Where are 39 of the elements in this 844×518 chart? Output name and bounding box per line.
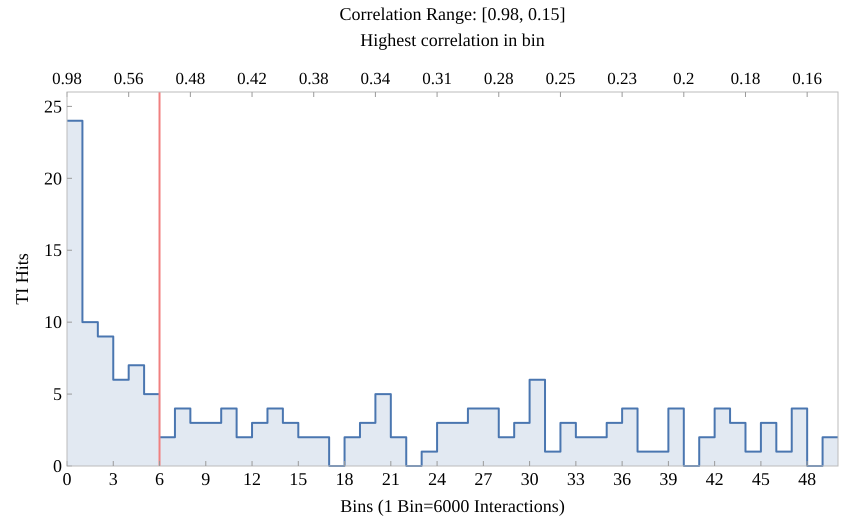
annotation: 0.23 xyxy=(607,69,637,88)
x-tick-label: 48 xyxy=(798,469,816,489)
annotation: 0.2 xyxy=(673,69,694,88)
annotation: 0.34 xyxy=(360,69,391,88)
annotation: 0.18 xyxy=(730,69,760,88)
annotation: 0.31 xyxy=(422,69,452,88)
x-tick-label: 12 xyxy=(243,469,262,489)
x-tick-label: 39 xyxy=(659,469,678,489)
x-tick-label: 9 xyxy=(201,469,210,489)
x-tick-label: 42 xyxy=(706,469,724,489)
x-tick-label: 15 xyxy=(289,469,308,489)
annotation: 0.28 xyxy=(484,69,514,88)
x-tick-label: 45 xyxy=(752,469,770,489)
x-tick-label: 27 xyxy=(474,469,492,489)
annotation: 0.38 xyxy=(298,69,329,88)
y-axis-title: TI Hits xyxy=(12,253,32,305)
annotation: 0.56 xyxy=(114,69,144,88)
annotation: 0.48 xyxy=(175,69,206,88)
x2-axis-title: Highest correlation in bin xyxy=(360,30,545,50)
y-tick-label: 0 xyxy=(53,456,62,476)
x-tick-label: 24 xyxy=(428,469,446,489)
x-tick-label: 30 xyxy=(520,469,539,489)
y-tick-label: 20 xyxy=(44,168,62,188)
annotation: 0.25 xyxy=(546,69,576,88)
annotation: 0.42 xyxy=(237,69,267,88)
x-tick-label: 18 xyxy=(336,469,354,489)
annotation: 0.16 xyxy=(792,69,822,88)
x-tick-label: 33 xyxy=(566,469,585,489)
chart-title: Correlation Range: [0.98, 0.15] xyxy=(340,4,566,24)
x-axis-title: Bins (1 Bin=6000 Interactions) xyxy=(340,496,565,516)
y-tick-label: 15 xyxy=(44,240,62,260)
x-tick-label: 36 xyxy=(613,469,632,489)
y-tick-label: 10 xyxy=(44,312,62,332)
y-tick-label: 5 xyxy=(53,384,62,404)
text: 0.98 xyxy=(52,69,82,88)
x-tick-label: 21 xyxy=(382,469,400,489)
x-tick-label: 6 xyxy=(155,469,164,489)
y-tick-label: 25 xyxy=(44,96,62,116)
x-tick-label: 3 xyxy=(108,469,118,489)
